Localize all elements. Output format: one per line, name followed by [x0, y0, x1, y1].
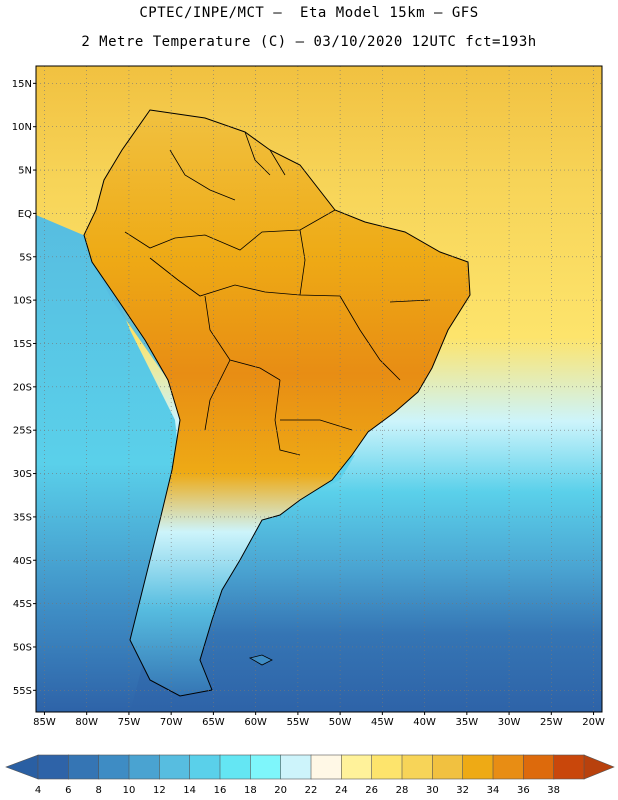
lat-label: 5S	[19, 252, 32, 263]
colorbar-tick-label: 36	[517, 785, 530, 796]
colorbar-swatch	[553, 754, 585, 780]
lon-label: 60W	[244, 717, 267, 728]
colorbar-tick-label: 38	[547, 785, 560, 796]
lat-label: 50S	[13, 642, 32, 653]
colorbar-swatch	[37, 754, 69, 780]
colorbar-tick-label: 34	[487, 785, 500, 796]
lon-label: 70W	[160, 717, 183, 728]
colorbar-swatch	[68, 754, 100, 780]
lon-label: 80W	[75, 717, 98, 728]
colorbar-tick-label: 22	[305, 785, 318, 796]
colorbar-swatch	[310, 754, 342, 780]
colorbar-tick-labels: 4 6 8 10 12 14 16 18 20 22 24 26 28 30 32 34 36 38	[35, 785, 560, 796]
lon-label: 55W	[287, 717, 310, 728]
colorbar-swatch	[432, 754, 464, 780]
lat-label: 45S	[13, 599, 32, 610]
colorbar-tick-label: 6	[65, 785, 71, 796]
lon-label: 85W	[33, 717, 56, 728]
map-field	[36, 66, 602, 712]
colorbar-swatch	[159, 754, 191, 780]
lon-label: 30W	[498, 717, 521, 728]
colorbar-tick-label: 18	[244, 785, 257, 796]
colorbar-swatch	[492, 754, 524, 780]
colorbar-high-arrow	[583, 754, 615, 780]
lat-label: 20S	[13, 382, 32, 393]
colorbar-tick-label: 24	[335, 785, 348, 796]
colorbar-tick-label: 8	[95, 785, 101, 796]
map-frame	[35, 65, 603, 713]
lat-label: 35S	[13, 512, 32, 523]
lon-label: 35W	[456, 717, 479, 728]
lat-label: 10N	[12, 122, 32, 133]
lat-label: EQ	[18, 209, 32, 220]
lon-label: 20W	[582, 717, 605, 728]
map-title-line-1: CPTEC/INPE/MCT – Eta Model 15km – GFS	[139, 5, 479, 21]
colorbar	[5, 754, 615, 780]
lat-label: 5N	[18, 166, 32, 177]
colorbar-tick-label: 16	[214, 785, 227, 796]
map-title-line-2: 2 Metre Temperature (C) – 03/10/2020 12U…	[81, 34, 537, 50]
lat-label: 55S	[13, 686, 32, 697]
colorbar-swatch	[128, 754, 160, 780]
colorbar-swatch	[98, 754, 130, 780]
colorbar-tick-label: 30	[426, 785, 439, 796]
lon-label: 25W	[540, 717, 563, 728]
lon-label: 75W	[118, 717, 141, 728]
colorbar-low-arrow	[5, 754, 39, 780]
colorbar-swatch	[219, 754, 251, 780]
colorbar-tick-label: 20	[274, 785, 287, 796]
lat-label: 15N	[12, 79, 32, 90]
lon-label: 40W	[413, 717, 436, 728]
colorbar-swatch	[189, 754, 221, 780]
colorbar-tick-label: 28	[396, 785, 409, 796]
lat-label: 25S	[13, 426, 32, 437]
lat-label: 40S	[13, 556, 32, 567]
lat-label: 10S	[13, 296, 32, 307]
longitude-labels: 85W 80W 75W 70W 65W 60W 55W 50W 45W 40W 35W 30W 25W 2…	[33, 712, 605, 728]
falkland-islands	[248, 654, 273, 666]
country-borders	[124, 131, 431, 456]
colorbar-tick-label: 26	[365, 785, 378, 796]
lon-label: 45W	[371, 717, 394, 728]
lat-label: 15S	[13, 339, 32, 350]
lon-label: 50W	[329, 717, 352, 728]
colorbar-swatch	[341, 754, 373, 780]
colorbar-tick-label: 32	[456, 785, 469, 796]
colorbar-tick-label: 14	[183, 785, 196, 796]
colorbar-swatch	[371, 754, 403, 780]
colorbar-swatch	[523, 754, 555, 780]
colorbar-tick-label: 10	[123, 785, 136, 796]
colorbar-tick-label: 4	[35, 785, 41, 796]
colorbar-swatch	[280, 754, 312, 780]
colorbar-swatch	[250, 754, 282, 780]
latitude-labels: 15N 10N 5N EQ 5S 10S 15S 20S 25S 30S 35S 40S 45S 50S 5…	[12, 79, 36, 697]
colorbar-swatch	[462, 754, 494, 780]
lon-label: 65W	[202, 717, 225, 728]
colorbar-swatch	[401, 754, 433, 780]
colorbar-tick-label: 12	[153, 785, 166, 796]
lat-label: 30S	[13, 469, 32, 480]
